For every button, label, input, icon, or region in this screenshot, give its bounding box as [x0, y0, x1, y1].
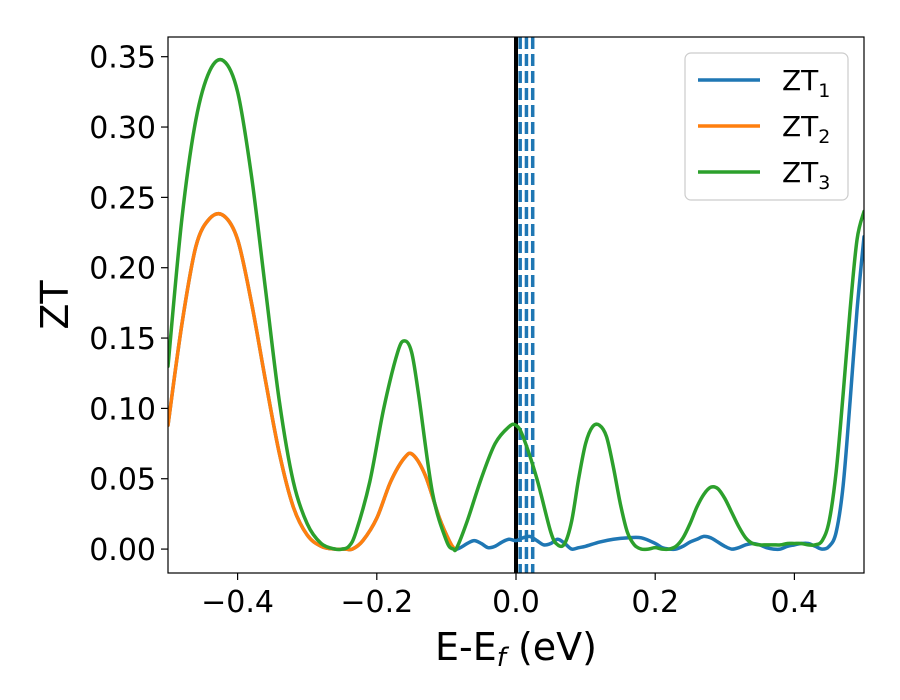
y-tick-label: 0.15: [89, 322, 156, 357]
legend-box: [684, 52, 849, 201]
y-tick-label: 0.00: [89, 533, 156, 568]
legend-label-zt2: ZT2: [782, 110, 830, 148]
series-line-zt2: [168, 211, 457, 552]
plot-data-layer: [168, 37, 864, 573]
x-tick-label: 0.0: [492, 585, 540, 620]
legend: ZT1 ZT2 ZT3: [684, 52, 849, 201]
x-tick-label: −0.4: [201, 585, 274, 620]
x-axis-title-unit: (eV): [506, 625, 597, 669]
y-tick-label: 0.20: [89, 252, 156, 287]
y-axis: 0.00 0.05 0.10 0.15 0.20 0.25 0.30 0.35: [89, 41, 168, 568]
y-axis-title: ZT: [33, 280, 77, 330]
x-axis-title: E-Ef (eV): [435, 625, 597, 673]
y-tick-label: 0.25: [89, 181, 156, 216]
y-tick-label: 0.10: [89, 392, 156, 427]
x-tick-label: 0.2: [631, 585, 679, 620]
legend-label-zt1: ZT1: [782, 64, 830, 102]
series-line-zt3: [168, 57, 864, 553]
x-tick-label: 0.4: [771, 585, 819, 620]
x-tick-label: −0.2: [340, 585, 413, 620]
y-tick-label: 0.30: [89, 111, 156, 146]
y-tick-label: 0.05: [89, 463, 156, 498]
y-tick-label: 0.35: [89, 41, 156, 76]
legend-label-zt3: ZT3: [782, 156, 830, 194]
x-axis: −0.4 −0.2 0.0 0.2 0.4: [201, 573, 818, 620]
